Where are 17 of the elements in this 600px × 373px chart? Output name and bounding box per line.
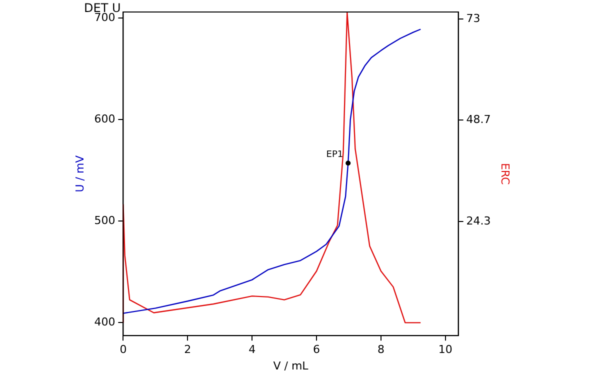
y2-axis-title: ERC (498, 162, 512, 185)
y-tick-label: 500 (94, 214, 116, 227)
x-tick-label: 8 (377, 343, 384, 356)
x-axis-title: V / mL (273, 359, 310, 372)
x-tick-label: 10 (438, 343, 452, 356)
x-tick-label: 0 (120, 343, 127, 356)
y2-tick-label: 24.3 (466, 214, 491, 228)
y-tick-label: 400 (94, 315, 116, 328)
x-tick-label: 6 (313, 343, 320, 356)
annotation: EP1 (326, 150, 344, 160)
y2-tick-label: 73 (466, 12, 480, 25)
y-axis-title: U / mV (73, 154, 86, 192)
y-tick-label: 700 (94, 10, 116, 24)
y-tick-label: 600 (94, 112, 116, 126)
y2-tick-label: 48.7 (466, 113, 491, 126)
x-tick-label: 4 (248, 343, 256, 356)
x-tick-label: 2 (184, 343, 192, 356)
